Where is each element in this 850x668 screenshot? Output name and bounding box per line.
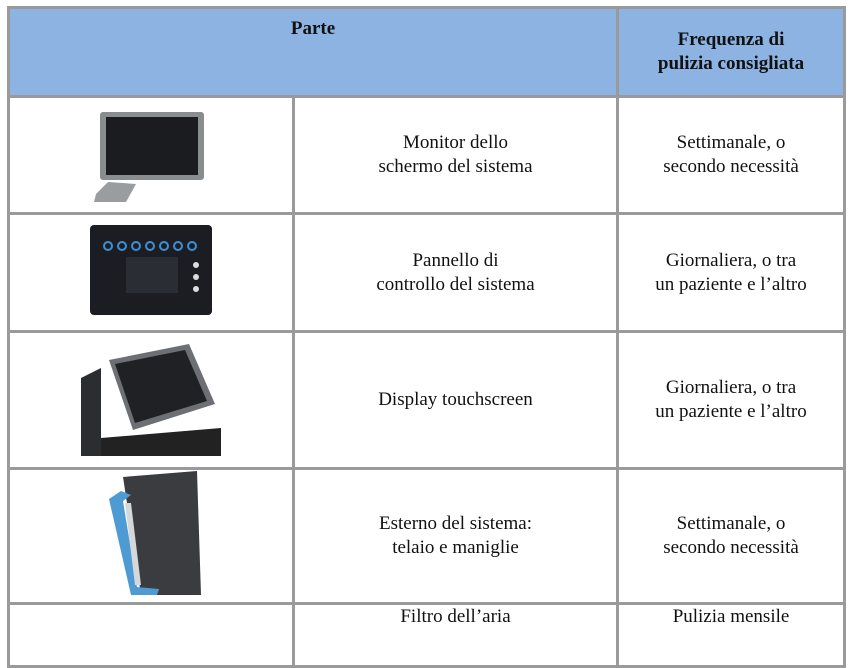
frequency-cell: Giornaliera, o tra un paziente e l’altro <box>616 212 846 333</box>
frequency-cell: Pulizia mensile <box>616 602 846 668</box>
part-text: Monitor dello <box>402 132 509 153</box>
image-cell <box>7 467 295 605</box>
part-text: Filtro dell’aria <box>400 606 511 627</box>
header-cell: Frequenza di pulizia consigliata <box>616 6 846 98</box>
row: Esterno del sistema: telaio e maniglie Se… <box>7 467 846 605</box>
part-text: schermo del sistema <box>378 156 533 177</box>
header-cell: Parte <box>7 6 619 98</box>
row: Pannello di controllo del sistema Giornal… <box>7 212 846 333</box>
part-text: Display touchscreen <box>378 389 533 410</box>
system-frame-image <box>109 470 201 595</box>
image-cell <box>7 602 295 668</box>
monitor-image <box>94 111 204 202</box>
part-text: Pannello di <box>412 249 499 271</box>
row: Monitor dello schermo del sistema Settima… <box>7 95 846 215</box>
part-cell: Filtro dell’aria <box>292 602 619 668</box>
frequency-text: Settimanale, o <box>676 513 786 534</box>
header-text: Frequenza di <box>677 29 785 50</box>
frequency-text: un paziente e l’altro <box>655 273 807 295</box>
header-text: Parte <box>290 18 336 39</box>
control-panel-image <box>90 225 212 315</box>
frequency-text: Giornaliera, o tra <box>665 377 797 398</box>
frequency-text: secondo necessità <box>663 156 799 177</box>
header-text: pulizia consigliata <box>657 53 805 74</box>
frequency-cell: Settimanale, o secondo necessità <box>616 467 846 605</box>
touchscreen-image <box>81 343 221 456</box>
row: Filtro dell’aria Pulizia mensile <box>7 602 846 668</box>
cleaning-table: Parte Frequenza di pulizia consigliata Mo… <box>7 6 846 668</box>
part-cell: Esterno del sistema: telaio e maniglie <box>292 467 619 605</box>
part-text: telaio e maniglie <box>392 537 519 558</box>
frequency-cell: Giornaliera, o tra un paziente e l’altro <box>616 330 846 470</box>
frequency-text: Giornaliera, o tra <box>665 249 797 271</box>
frequency-text: Pulizia mensile <box>672 606 790 627</box>
frequency-text: secondo necessità <box>663 537 799 558</box>
frequency-text: un paziente e l’altro <box>655 401 807 422</box>
image-cell <box>7 330 295 470</box>
part-cell: Monitor dello schermo del sistema <box>292 95 619 215</box>
part-cell: Pannello di controllo del sistema <box>292 212 619 333</box>
part-cell: Display touchscreen <box>292 330 619 470</box>
part-text: controllo del sistema <box>376 273 535 295</box>
row: Display touchscreen Giornaliera, o tra un… <box>7 330 846 470</box>
header-row: Parte Frequenza di pulizia consigliata <box>7 6 846 98</box>
part-text: Esterno del sistema: <box>378 513 533 534</box>
frequency-text: Settimanale, o <box>676 132 786 153</box>
image-cell <box>7 95 295 215</box>
frequency-cell: Settimanale, o secondo necessità <box>616 95 846 215</box>
image-cell <box>7 212 295 333</box>
